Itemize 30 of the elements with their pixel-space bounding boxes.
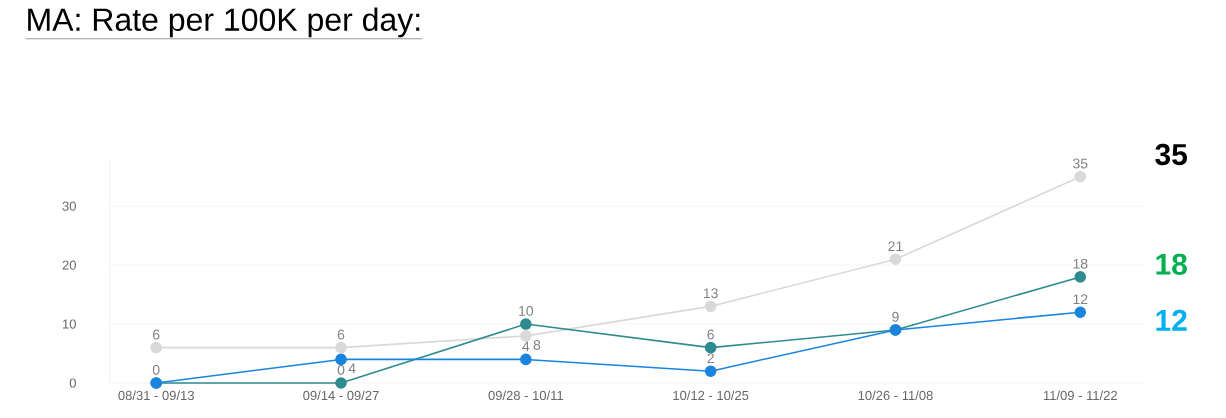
data-label: 18 (1073, 258, 1088, 269)
data-label: 0 (337, 364, 345, 375)
data-label: 6 (707, 329, 714, 340)
y-tick-label: 20 (62, 260, 76, 270)
y-tick-label: 10 (63, 319, 76, 329)
data-label: 35 (1073, 158, 1088, 169)
data-label: 6 (337, 329, 345, 340)
x-tick-label: 10/26 - 11/08 (858, 390, 933, 401)
data-label: 4 (348, 363, 356, 374)
data-label: 4 (522, 341, 530, 352)
x-tick-label: 11/09 - 11/22 (1043, 390, 1117, 401)
data-label: 0 (152, 364, 160, 375)
data-label: 8 (533, 340, 541, 350)
data-label: 21 (888, 241, 903, 252)
x-tick-label: 09/14 - 09/27 (303, 390, 379, 401)
data-label: 12 (1073, 294, 1088, 305)
data-label: 13 (703, 288, 718, 299)
chart-title: MA: Rate per 100K per day: (28, 7, 420, 38)
x-tick-label: 08/31 - 09/13 (118, 390, 194, 401)
x-tick-label: 09/28 - 10/11 (488, 390, 564, 401)
text: 18 (1156, 253, 1187, 275)
data-label: 10 (519, 305, 534, 316)
x-tick-label: 10/12 - 10/25 (673, 390, 749, 401)
data-label: 6 (153, 329, 160, 340)
text: 35 (1155, 143, 1188, 166)
y-tick-label: 0 (69, 378, 76, 388)
data-label: 9 (892, 311, 899, 322)
text: 12 (1156, 309, 1187, 331)
data-label: 2 (707, 353, 714, 364)
y-tick-label: 30 (62, 201, 76, 211)
